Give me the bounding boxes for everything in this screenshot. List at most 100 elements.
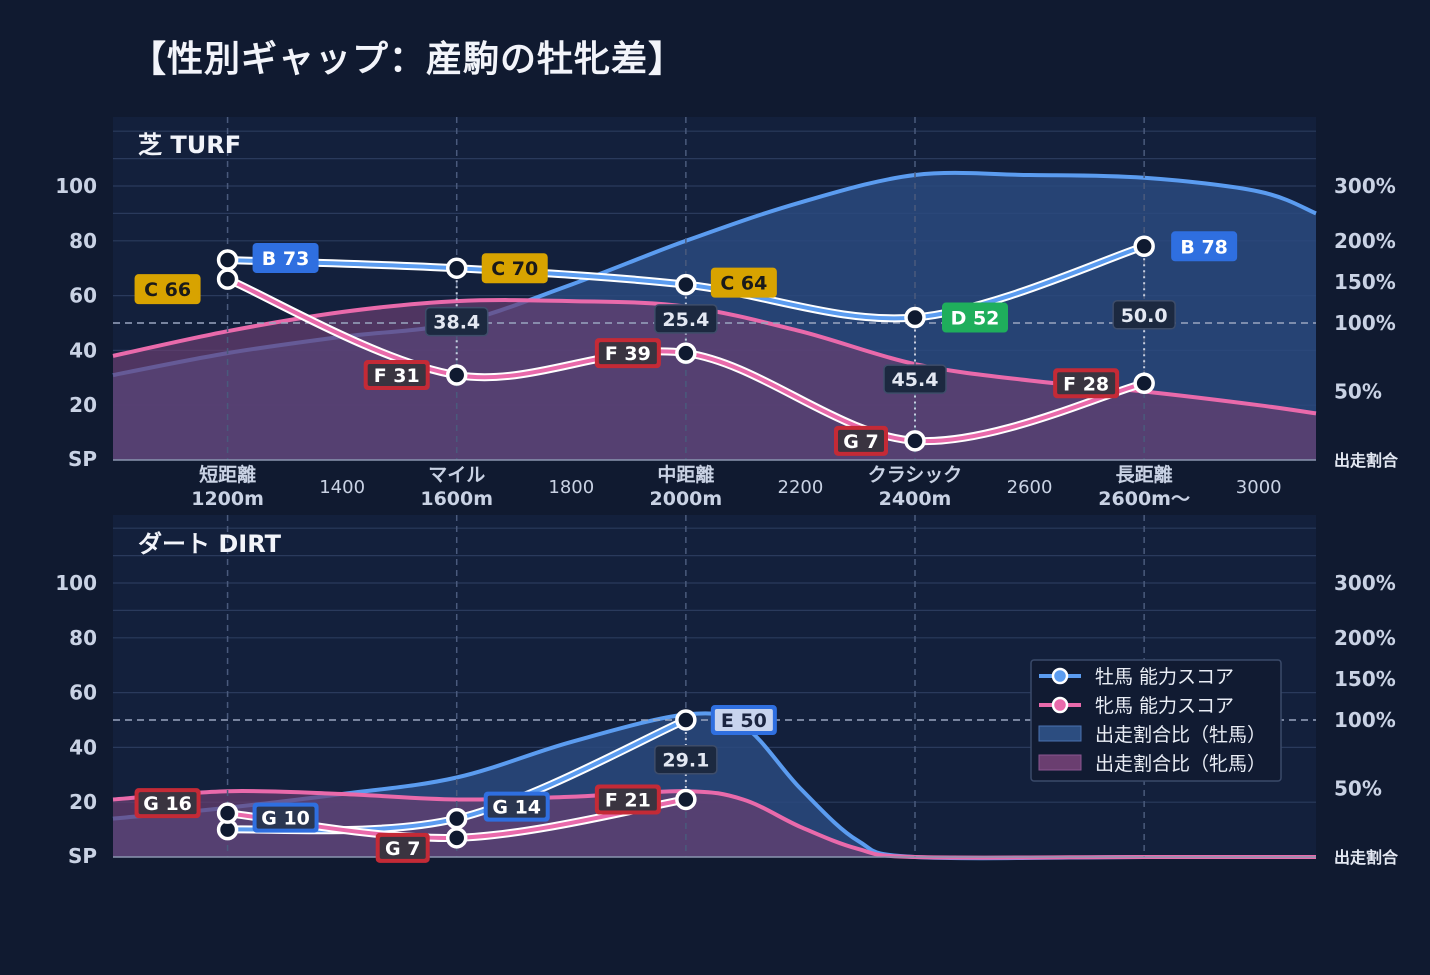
x-tick-label: 2400m	[879, 488, 952, 510]
grade-badge-inner	[1057, 372, 1116, 395]
x-tick-label: 2600	[1007, 477, 1053, 498]
gap-label-box	[654, 304, 718, 334]
legend-female-marker	[1051, 696, 1069, 714]
right-tick-label: 150%	[1334, 270, 1396, 294]
grade-badge-inner	[379, 836, 426, 859]
grade-badge	[710, 267, 777, 298]
grade-label: B 73	[262, 248, 310, 270]
grade-badge-inner	[838, 429, 884, 452]
gap-label-box	[654, 744, 718, 775]
female-score-point	[675, 788, 697, 811]
right-tick-label: 50%	[1334, 380, 1382, 404]
grade-label: F 21	[605, 789, 651, 811]
grade-label: F 31	[374, 365, 420, 387]
page-title: 【性別ギャップ：産駒の牡牝差】	[130, 39, 686, 80]
female-score-point	[675, 342, 697, 364]
grade-badge-inner	[714, 709, 773, 731]
x-tick-label: 1400	[319, 477, 365, 498]
legend-label-female: 牝馬 能力スコア	[1095, 695, 1234, 717]
gap-label-box	[424, 306, 489, 337]
x-tick-label: 3000	[1236, 477, 1282, 498]
male-score-point	[445, 257, 468, 279]
y-tick-label: 40	[69, 338, 97, 362]
female-score-point	[904, 430, 926, 452]
grade-badge-inner	[367, 364, 426, 387]
panel-label: ダート DIRT	[138, 530, 282, 558]
turf-panel: 芝 TURF 100 80 60 40 20 SP 300% 200% 150% 100% 50% 出走…	[55, 117, 1399, 510]
y-tick-label: SP	[68, 844, 97, 868]
legend: 牡馬 能力スコア 牝馬 能力スコア 出走割合比（牡馬） 出走割合比（牝馬）	[1030, 659, 1282, 782]
x-tick-label: 2000m	[650, 488, 723, 510]
grade-label: D 52	[951, 308, 1000, 330]
legend-label-ratio-male: 出走割合比（牡馬）	[1095, 724, 1266, 746]
grade-badge	[134, 274, 201, 305]
grade-label: E 50	[721, 710, 767, 732]
grade-label: G 14	[492, 797, 541, 819]
y-tick-label: SP	[68, 447, 97, 471]
right-tick-label: 150%	[1334, 667, 1396, 691]
grade-label: C 70	[491, 258, 538, 280]
gap-label-box	[883, 364, 947, 394]
gap-label-box	[1112, 300, 1176, 330]
y-tick-label: 60	[69, 284, 97, 308]
grade-badge-inner	[598, 342, 657, 365]
y-tick-label: 100	[55, 571, 97, 595]
right-tick-label: 出走割合	[1334, 451, 1399, 470]
y-tick-label: 20	[69, 790, 97, 814]
gap-label: 38.4	[433, 312, 480, 334]
y-tick-label: 80	[69, 229, 97, 253]
gap-label: 50.0	[1121, 305, 1168, 327]
panel-label: 芝 TURF	[138, 131, 241, 159]
gap-label: 25.4	[662, 309, 709, 331]
legend-ratio-female-swatch	[1038, 754, 1082, 771]
grade-badge	[252, 242, 319, 273]
legend-box	[1030, 659, 1282, 782]
gap-label: 45.4	[892, 369, 939, 391]
male-score-point	[904, 306, 926, 329]
grade-label: G 16	[143, 793, 192, 815]
male-score-point	[675, 709, 697, 731]
grade-badge	[481, 253, 548, 284]
y-tick-label: 100	[55, 174, 97, 198]
right-tick-label: 300%	[1334, 571, 1396, 595]
x-tick-label: 1800	[548, 477, 594, 498]
grade-label: G 7	[843, 431, 878, 453]
grade-label: G 10	[261, 808, 310, 830]
right-tick-label: 出走割合	[1334, 848, 1399, 867]
legend-item-ratio-female: 出走割合比（牝馬）	[1038, 753, 1266, 775]
right-tick-label: 100%	[1334, 708, 1396, 732]
x-tick-label: マイル	[428, 464, 485, 486]
grade-label: C 64	[720, 273, 767, 295]
legend-item-female: 牝馬 能力スコア	[1039, 695, 1234, 717]
grade-badge-inner	[256, 806, 315, 829]
legend-ratio-male-swatch	[1038, 725, 1082, 742]
x-tick-label: 長距離	[1116, 463, 1173, 486]
legend-label-ratio-female: 出走割合比（牝馬）	[1095, 753, 1266, 775]
legend-item-ratio-male: 出走割合比（牡馬）	[1038, 724, 1266, 746]
male-score-point	[675, 273, 697, 296]
right-tick-label: 100%	[1334, 311, 1396, 335]
x-tick-label: 短距離	[199, 463, 256, 486]
grade-badge	[1171, 231, 1238, 262]
grade-badge-inner	[598, 788, 657, 811]
gap-label: 29.1	[662, 750, 709, 772]
right-tick-label: 200%	[1334, 229, 1396, 253]
male-score-point	[1133, 235, 1155, 258]
y-tick-label: 40	[69, 735, 97, 759]
x-tick-label: 2200	[778, 477, 824, 498]
y-tick-label: 20	[69, 393, 97, 417]
legend-label-male: 牡馬 能力スコア	[1095, 666, 1234, 688]
grade-label: C 66	[144, 279, 191, 301]
right-tick-label: 50%	[1334, 777, 1382, 801]
y-tick-label: 60	[69, 681, 97, 705]
female-score-point	[445, 827, 468, 849]
female-score-point	[216, 268, 239, 290]
x-tick-label: クラシック	[868, 464, 963, 486]
grade-badge-inner	[487, 795, 546, 818]
grade-label: G 7	[385, 838, 420, 860]
grade-badge-inner	[138, 792, 197, 815]
legend-male-marker	[1051, 667, 1069, 685]
ratio_female-area	[113, 300, 1316, 460]
right-tick-label: 200%	[1334, 626, 1396, 650]
